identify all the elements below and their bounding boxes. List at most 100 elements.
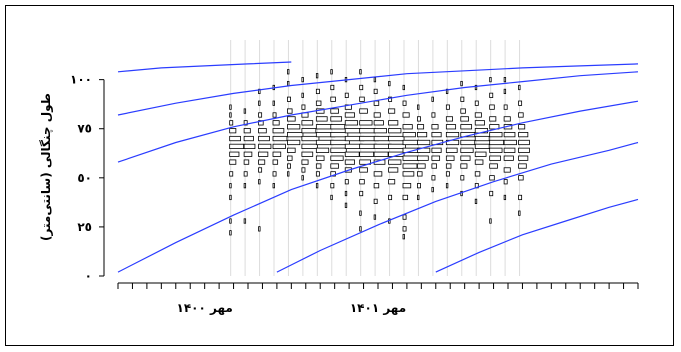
histogram-8-bin-8 [344, 128, 362, 134]
histogram-12-bin-5 [402, 171, 415, 177]
histogram-19-bin-9 [503, 104, 508, 110]
histogram-1-bin-3 [243, 159, 250, 165]
histogram-17-bin-6 [474, 135, 490, 142]
histogram-18-bin-3 [489, 163, 498, 169]
histogram-18 [489, 77, 505, 224]
histogram-16-bin-5 [460, 139, 476, 146]
histogram-0-bin-9 [229, 128, 237, 134]
histogram-5-bin-4 [301, 143, 318, 149]
histogram-4-bin-0 [287, 171, 290, 177]
histogram-18-bin-11 [489, 92, 494, 98]
histogram-3-bin-9 [272, 100, 275, 106]
histogram-8-bin-5 [344, 151, 360, 157]
histogram-9-bin-5 [359, 159, 371, 165]
histogram-6-bin-12 [315, 73, 319, 79]
histogram-4-bin-1 [287, 163, 291, 169]
histogram-17-bin-4 [474, 151, 487, 157]
histogram-20-bin-10 [518, 100, 523, 106]
histogram-11-bin-9 [388, 120, 399, 126]
histogram-0-bin-11 [229, 112, 232, 118]
histogram-11-bin-8 [388, 128, 402, 134]
histogram-8-bin-1 [344, 190, 348, 197]
histogram-19 [503, 77, 517, 201]
histogram-2-bin-5 [258, 143, 272, 149]
histogram-17 [474, 84, 490, 204]
histogram-9-bin-0 [359, 226, 362, 232]
histogram-20-bin-7 [518, 132, 529, 138]
histogram-16-bin-4 [460, 147, 474, 153]
histogram-12-bin-14 [402, 84, 405, 91]
histogram-11-bin-1 [388, 194, 393, 201]
histogram-5-bin-9 [301, 104, 306, 110]
histogram-0-bin-1 [229, 218, 232, 224]
histogram-8-bin-4 [344, 159, 355, 165]
histogram-15-bin-1 [445, 171, 450, 177]
histogram-0-bin-10 [229, 120, 234, 126]
histogram-20-bin-9 [518, 112, 524, 118]
histogram-13-bin-8 [417, 124, 425, 130]
histogram-13-bin-0 [417, 194, 420, 201]
histogram-6-bin-4 [315, 147, 330, 153]
histogram-16-bin-7 [460, 124, 473, 130]
histogram-10-bin-11 [373, 100, 380, 106]
histogram-7-bin-4 [330, 155, 344, 161]
histogram-2-bin-10 [258, 100, 261, 106]
histogram-10-bin-0 [373, 214, 377, 220]
histogram-13-bin-4 [417, 155, 429, 161]
histogram-15-bin-6 [445, 132, 460, 138]
histogram-3-bin-4 [272, 143, 286, 149]
histogram-4-bin-7 [287, 116, 296, 122]
histogram-7-bin-13 [330, 69, 333, 75]
histogram-20-bin-1 [518, 194, 523, 201]
histogram-3-bin-6 [272, 128, 285, 134]
histogram-9-bin-9 [359, 128, 376, 134]
histogram-9-bin-14 [359, 69, 362, 75]
histogram-4-bin-3 [287, 147, 296, 153]
histogram-15-bin-4 [445, 147, 458, 153]
histogram-5-bin-6 [301, 128, 317, 134]
histogram-12-bin-7 [402, 155, 419, 161]
histogram-19-bin-11 [503, 77, 507, 83]
histogram-17-bin-3 [474, 159, 484, 165]
histogram-17-bin-8 [474, 120, 485, 126]
histogram-8-bin-9 [344, 120, 359, 126]
histogram-5-bin-11 [301, 77, 304, 83]
histogram-12-bin-3 [402, 194, 409, 201]
axes: ٠ ٢٥ ٥٠ ٧٥ ١٠٠ مهر ١۴٠٠ مهر ١۴٠١ [70, 73, 639, 315]
histogram-12-bin-12 [402, 112, 410, 118]
histogram-2-bin-1 [258, 179, 261, 185]
histogram-9-bin-2 [359, 190, 364, 197]
histogram-10-bin-9 [373, 120, 384, 126]
histogram-14-bin-0 [431, 186, 434, 193]
histogram-18-bin-9 [489, 116, 497, 122]
histogram-2-bin-0 [258, 226, 261, 232]
histogram-8-bin-0 [344, 202, 348, 208]
histogram-13-bin-9 [417, 116, 421, 122]
histogram-11-bin-11 [388, 96, 393, 102]
histogram-14-bin-1 [431, 175, 436, 181]
growth-curves [117, 61, 639, 273]
histogram-15-bin-2 [445, 163, 452, 169]
plot-frame [5, 5, 674, 346]
histogram-16-bin-9 [460, 108, 466, 114]
histogram-3-bin-3 [272, 151, 282, 157]
histogram-18-bin-7 [489, 132, 503, 138]
histogram-17-bin-11 [474, 84, 478, 91]
histogram-1-bin-8 [243, 120, 248, 126]
histogram-4 [287, 69, 304, 177]
histogram-4-bin-10 [287, 80, 290, 87]
histogram-15 [445, 88, 460, 189]
histogram-6-bin-3 [315, 155, 325, 161]
histogram-20-bin-11 [518, 84, 521, 91]
histogram-14-bin-6 [431, 132, 442, 138]
histogram-8-bin-2 [344, 179, 349, 185]
histogram-20 [518, 84, 530, 216]
histogram-17-bin-9 [474, 112, 482, 118]
histogram-6-bin-8 [315, 116, 328, 122]
histogram-3-bin-7 [272, 120, 280, 126]
histogram-5-bin-7 [301, 120, 314, 126]
histogram-7-bin-2 [330, 171, 336, 177]
histogram-2-bin-6 [258, 135, 270, 142]
histogram-10-bin-7 [373, 135, 391, 142]
histogram-1-bin-0 [243, 218, 247, 224]
